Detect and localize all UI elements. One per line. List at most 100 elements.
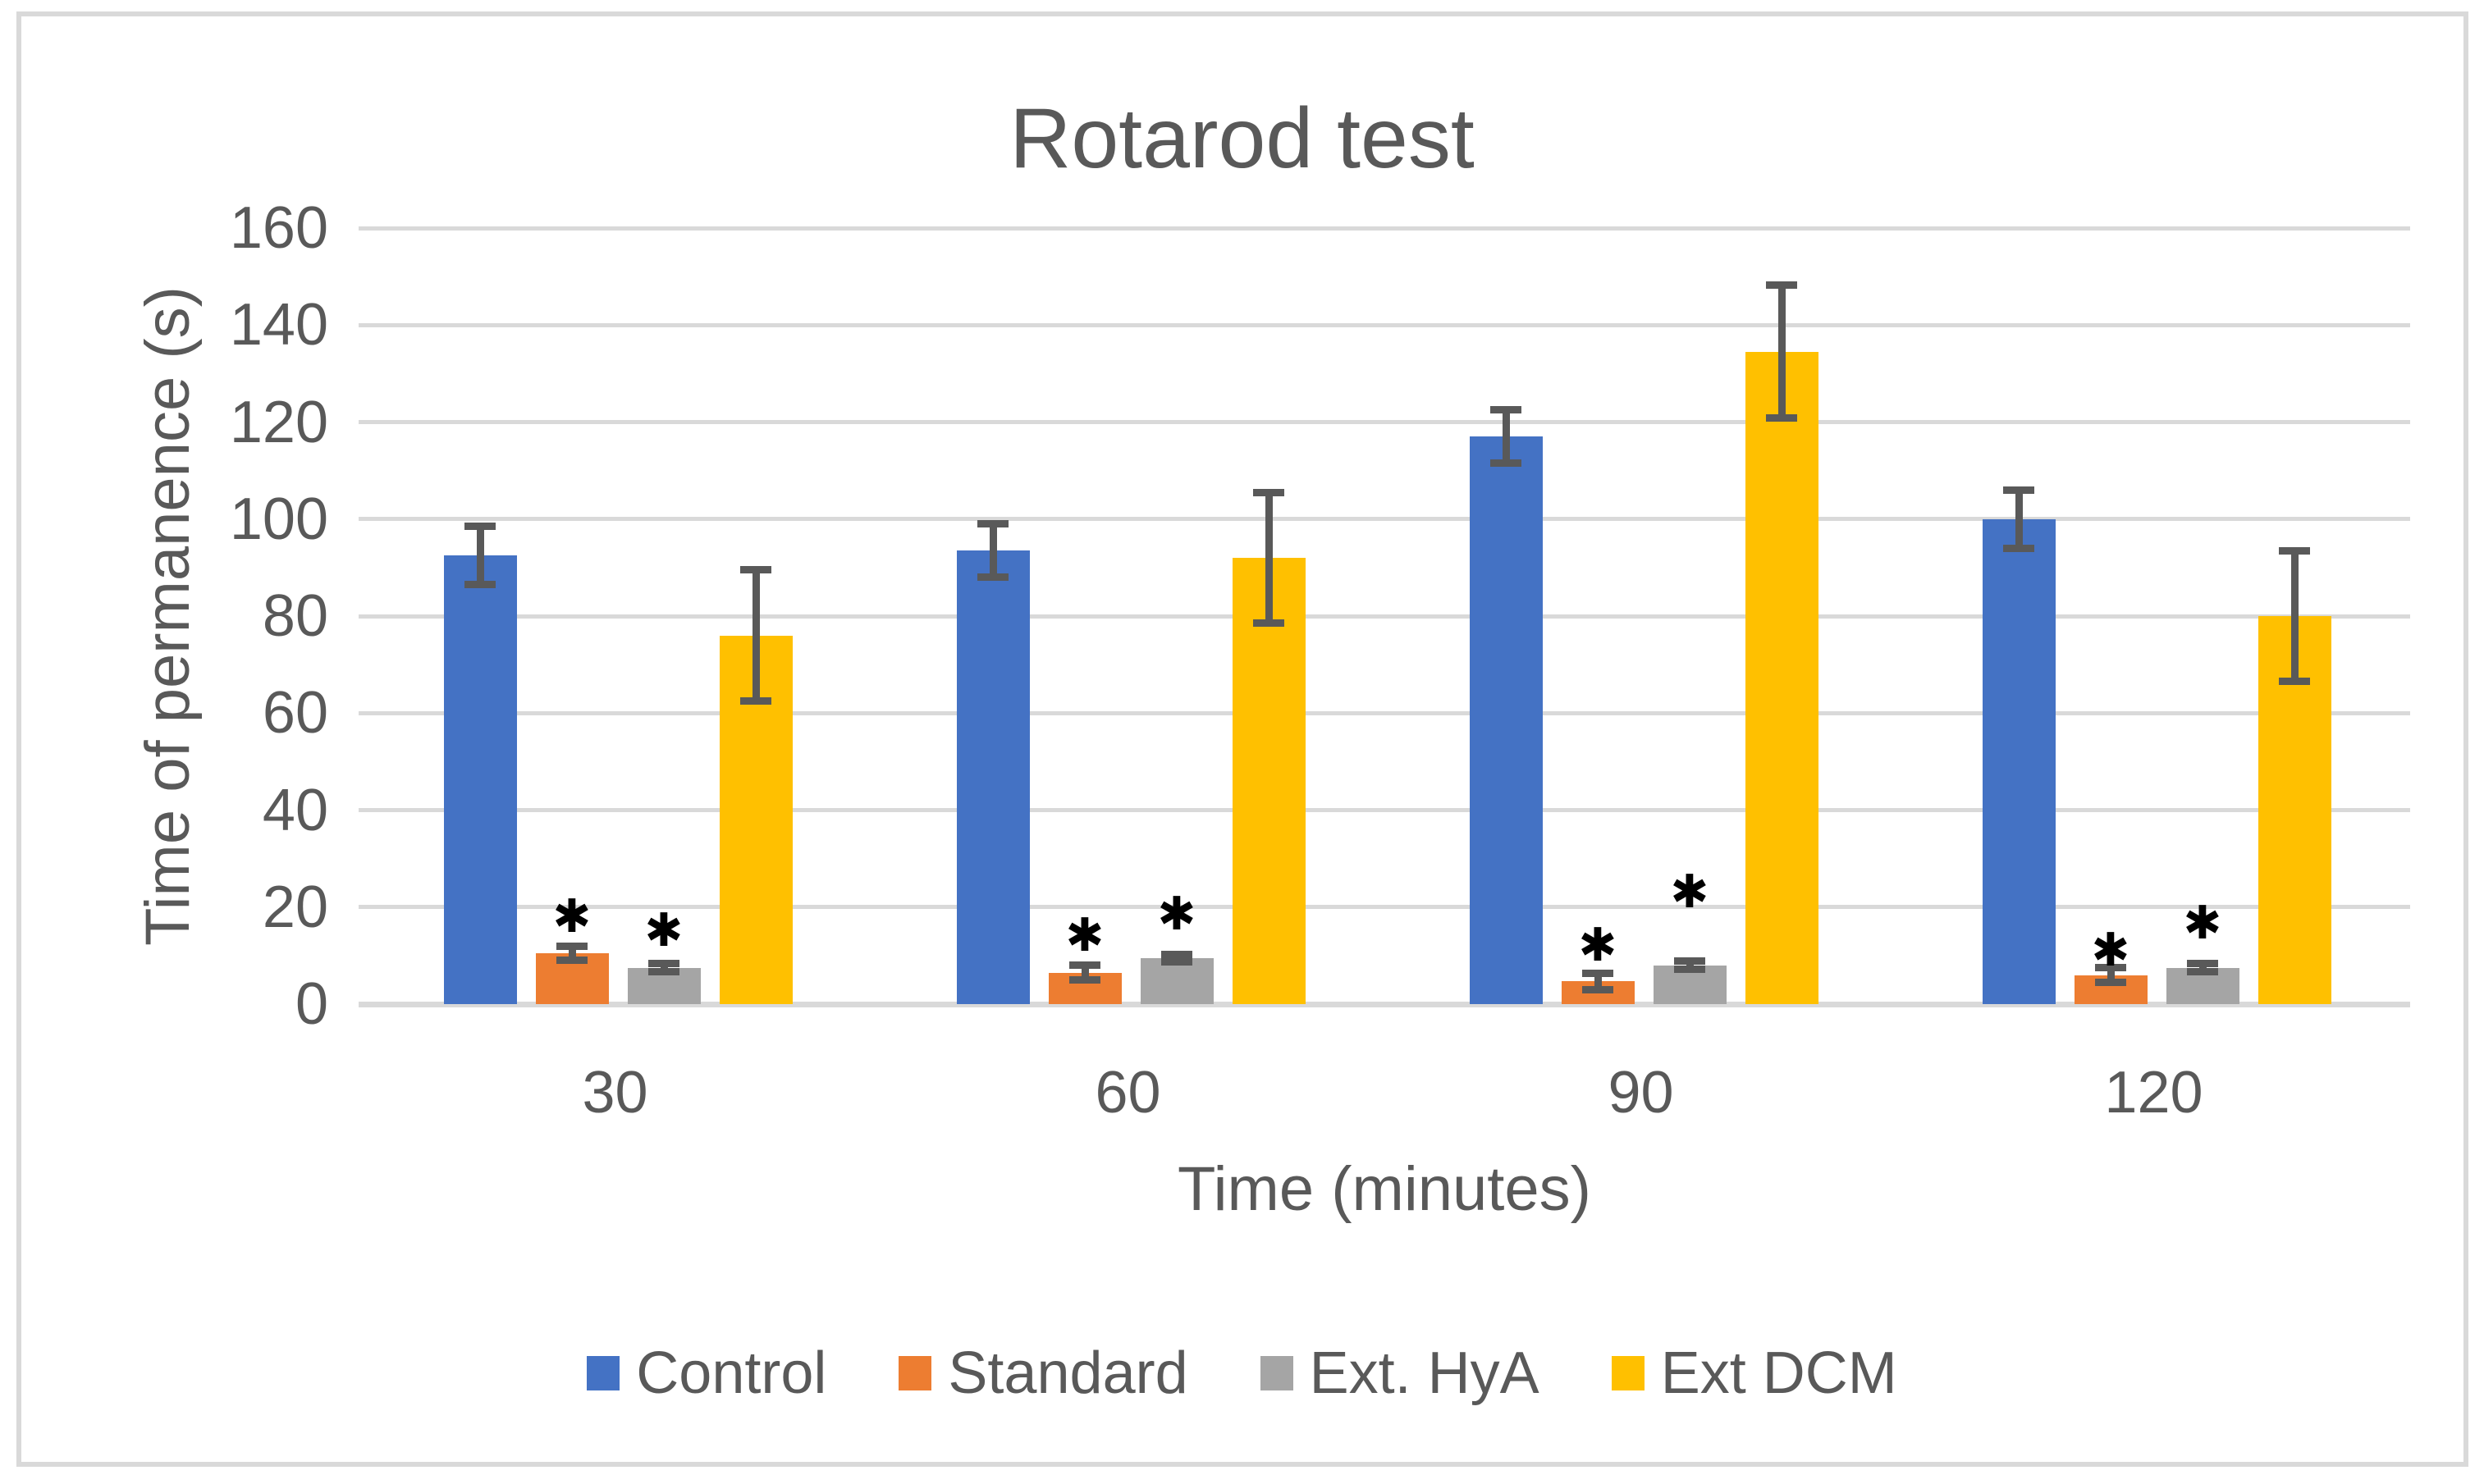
- y-tick-label: 120: [229, 389, 328, 455]
- error-bar-standard-30-cap-bottom: [556, 957, 588, 965]
- error-bar-ext-hya-60: [1173, 954, 1181, 962]
- error-bar-control-90-cap-bottom: [1490, 459, 1521, 468]
- error-bar-standard-60: [1081, 965, 1089, 980]
- error-bar-ext-dcm-30-cap-top: [740, 566, 771, 574]
- error-bar-ext-dcm-60-cap-bottom: [1253, 619, 1284, 628]
- significance-asterisk-ext-hya-120: ✱: [2183, 897, 2222, 951]
- error-bar-ext-hya-30-cap-bottom: [648, 967, 679, 975]
- error-bar-ext-dcm-30-cap-bottom: [740, 696, 771, 705]
- error-bar-ext-hya-120-cap-bottom: [2187, 967, 2218, 975]
- x-axis-title: Time (minutes): [1178, 1154, 1591, 1224]
- gridline: [359, 808, 2410, 812]
- error-bar-standard-90-cap-top: [1582, 969, 1613, 977]
- x-tick-label-90: 90: [1608, 1060, 1674, 1126]
- error-bar-ext-hya-30-cap-top: [648, 960, 679, 968]
- bar-control-60: [956, 550, 1030, 1004]
- x-tick-label-120: 120: [2104, 1060, 2203, 1126]
- y-tick-label: 80: [262, 583, 328, 649]
- error-bar-control-60: [989, 523, 997, 578]
- error-bar-control-30-cap-top: [464, 523, 496, 531]
- x-tick-label-60: 60: [1095, 1060, 1161, 1126]
- significance-asterisk-ext-hya-90: ✱: [1670, 865, 1709, 919]
- x-tick-label-30: 30: [582, 1060, 648, 1126]
- error-bar-standard-120-cap-top: [2095, 964, 2126, 972]
- chart-title: Rotarod test: [1009, 91, 1475, 186]
- legend-item-control: Control: [587, 1344, 826, 1403]
- gridline: [359, 322, 2410, 327]
- error-bar-control-60-cap-bottom: [977, 573, 1009, 582]
- error-bar-control-30: [476, 526, 484, 585]
- significance-asterisk-ext-hya-60: ✱: [1157, 887, 1196, 941]
- y-tick-label: 160: [229, 195, 328, 261]
- error-bar-control-60-cap-top: [977, 520, 1009, 528]
- legend-swatch-ext-hya: [1260, 1356, 1293, 1390]
- significance-asterisk-standard-90: ✱: [1578, 919, 1617, 973]
- bar-control-120: [1982, 518, 2056, 1004]
- error-bar-standard-120-cap-bottom: [2095, 978, 2126, 986]
- legend-label-control: Control: [636, 1340, 827, 1406]
- error-bar-standard-30-cap-top: [556, 942, 588, 950]
- legend: Control Standard Ext. HyA Ext DCM: [0, 1344, 2484, 1403]
- error-bar-ext-hya-90: [1686, 961, 1694, 970]
- bar-control-30: [443, 555, 517, 1004]
- y-tick-label: 60: [262, 680, 328, 747]
- y-tick-label: 0: [295, 971, 328, 1037]
- legend-swatch-standard: [899, 1356, 932, 1390]
- error-bar-standard-120: [2107, 967, 2115, 983]
- significance-asterisk-ext-hya-30: ✱: [644, 904, 684, 958]
- bar-ext-dcm-90: [1745, 351, 1818, 1004]
- gridline: [359, 517, 2410, 522]
- legend-item-standard: Standard: [899, 1340, 1188, 1406]
- error-bar-ext-dcm-90-cap-bottom: [1766, 414, 1797, 422]
- y-tick-label: 140: [229, 292, 328, 358]
- error-bar-ext-dcm-120-cap-bottom: [2279, 678, 2310, 686]
- error-bar-ext-hya-90-cap-bottom: [1674, 965, 1705, 973]
- significance-asterisk-standard-60: ✱: [1065, 909, 1105, 963]
- gridline: [359, 420, 2410, 424]
- gridline: [359, 226, 2410, 231]
- y-tick-label: 100: [229, 486, 328, 552]
- error-bar-ext-hya-120: [2198, 963, 2207, 972]
- legend-label-standard: Standard: [948, 1340, 1188, 1406]
- error-bar-ext-hya-30: [660, 963, 668, 972]
- error-bar-control-120-cap-top: [2003, 486, 2034, 494]
- error-bar-ext-dcm-60: [1265, 492, 1273, 623]
- error-bar-ext-dcm-90: [1777, 285, 1786, 418]
- legend-label-ext-dcm: Ext DCM: [1660, 1340, 1897, 1406]
- error-bar-ext-dcm-60-cap-top: [1253, 488, 1284, 496]
- gridline: [359, 905, 2410, 910]
- error-bar-standard-60-cap-top: [1069, 961, 1100, 970]
- significance-asterisk-standard-30: ✱: [552, 889, 592, 943]
- legend-swatch-ext-dcm: [1611, 1356, 1645, 1390]
- error-bar-control-120: [2015, 490, 2023, 549]
- legend-swatch-control: [587, 1356, 620, 1390]
- legend-item-ext-hya: Ext. HyA: [1260, 1344, 1539, 1403]
- bar-control-90: [1469, 436, 1543, 1004]
- legend-label-ext-hya: Ext. HyA: [1309, 1340, 1539, 1406]
- significance-asterisk-standard-120: ✱: [2091, 923, 2130, 977]
- bar-ext-dcm-60: [1232, 558, 1306, 1004]
- error-bar-ext-hya-60-cap-top: [1161, 950, 1192, 958]
- legend-item-ext-dcm: Ext DCM: [1611, 1340, 1897, 1406]
- y-tick-label: 40: [262, 777, 328, 843]
- error-bar-ext-dcm-90-cap-top: [1766, 281, 1797, 290]
- error-bar-ext-dcm-30: [752, 569, 760, 701]
- error-bar-control-30-cap-bottom: [464, 581, 496, 589]
- gridline: [359, 1001, 2410, 1007]
- error-bar-ext-dcm-120-cap-top: [2279, 546, 2310, 555]
- error-bar-ext-hya-120-cap-top: [2187, 960, 2218, 968]
- error-bar-ext-hya-60-cap-bottom: [1161, 958, 1192, 966]
- gridline: [359, 614, 2410, 619]
- error-bar-standard-30: [568, 946, 576, 961]
- error-bar-standard-90-cap-bottom: [1582, 985, 1613, 993]
- error-bar-ext-hya-90-cap-top: [1674, 957, 1705, 966]
- error-bar-control-90: [1502, 409, 1510, 463]
- figure-border: [16, 11, 2468, 1467]
- y-tick-label: 20: [262, 874, 328, 940]
- error-bar-control-90-cap-top: [1490, 406, 1521, 414]
- error-bar-control-120-cap-bottom: [2003, 544, 2034, 552]
- error-bar-standard-90: [1594, 973, 1602, 990]
- gridline: [359, 710, 2410, 715]
- bar-ext-hya-60: [1140, 957, 1214, 1004]
